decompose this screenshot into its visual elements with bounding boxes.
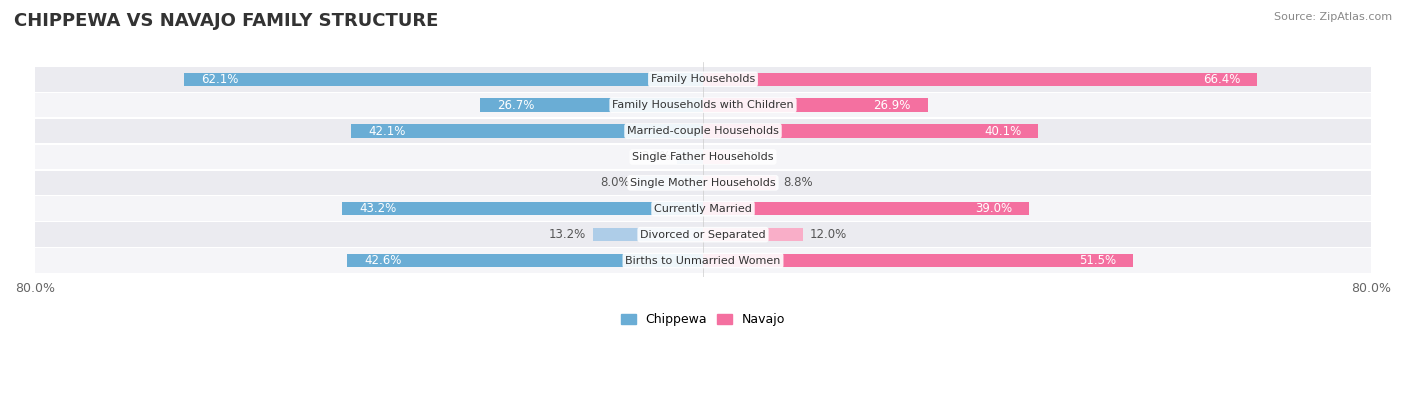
Bar: [35, 145, 1371, 169]
Bar: [342, 202, 703, 216]
Text: 51.5%: 51.5%: [1080, 254, 1116, 267]
Text: 62.1%: 62.1%: [201, 73, 239, 86]
Bar: [703, 98, 928, 112]
Bar: [184, 73, 703, 86]
Legend: Chippewa, Navajo: Chippewa, Navajo: [616, 308, 790, 331]
Bar: [703, 202, 1029, 216]
Text: Single Father Households: Single Father Households: [633, 152, 773, 162]
Text: 40.1%: 40.1%: [984, 124, 1021, 137]
Text: 26.7%: 26.7%: [496, 99, 534, 112]
Bar: [352, 124, 703, 138]
Text: Married-couple Households: Married-couple Households: [627, 126, 779, 136]
Text: Family Households with Children: Family Households with Children: [612, 100, 794, 110]
Bar: [703, 150, 730, 164]
Text: Single Mother Households: Single Mother Households: [630, 178, 776, 188]
Text: 66.4%: 66.4%: [1204, 73, 1240, 86]
Text: 13.2%: 13.2%: [548, 228, 586, 241]
Bar: [678, 150, 703, 164]
Bar: [636, 176, 703, 190]
Text: 8.0%: 8.0%: [600, 176, 630, 189]
Bar: [703, 73, 1257, 86]
Bar: [35, 222, 1371, 247]
Bar: [35, 196, 1371, 221]
Text: 3.2%: 3.2%: [737, 150, 766, 164]
Bar: [35, 67, 1371, 92]
Bar: [347, 254, 703, 267]
Bar: [35, 248, 1371, 273]
Text: 43.2%: 43.2%: [359, 202, 396, 215]
Bar: [593, 228, 703, 241]
Bar: [35, 93, 1371, 117]
Bar: [479, 98, 703, 112]
Text: Currently Married: Currently Married: [654, 204, 752, 214]
Text: 42.1%: 42.1%: [368, 124, 405, 137]
Bar: [703, 254, 1133, 267]
Bar: [703, 228, 803, 241]
Bar: [703, 176, 776, 190]
Text: 8.8%: 8.8%: [783, 176, 813, 189]
Bar: [35, 171, 1371, 195]
Text: Family Households: Family Households: [651, 74, 755, 84]
Text: 3.1%: 3.1%: [641, 150, 671, 164]
Bar: [703, 124, 1038, 138]
Text: CHIPPEWA VS NAVAJO FAMILY STRUCTURE: CHIPPEWA VS NAVAJO FAMILY STRUCTURE: [14, 12, 439, 30]
Text: 42.6%: 42.6%: [364, 254, 401, 267]
Text: 26.9%: 26.9%: [873, 99, 911, 112]
Bar: [35, 119, 1371, 143]
Text: Divorced or Separated: Divorced or Separated: [640, 229, 766, 240]
Text: 39.0%: 39.0%: [974, 202, 1012, 215]
Text: Births to Unmarried Women: Births to Unmarried Women: [626, 256, 780, 265]
Text: 12.0%: 12.0%: [810, 228, 848, 241]
Text: Source: ZipAtlas.com: Source: ZipAtlas.com: [1274, 12, 1392, 22]
